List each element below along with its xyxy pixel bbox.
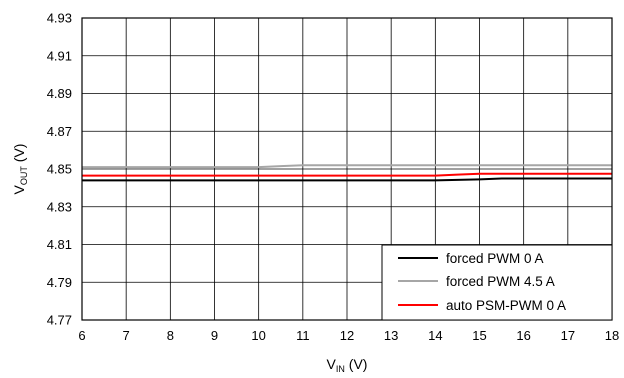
x-tick-label: 8 [167,328,174,343]
x-tick-label: 6 [78,328,85,343]
series-line-0 [82,177,612,182]
y-tick-label: 4.93 [47,11,72,26]
y-tick-label: 4.83 [47,199,72,214]
y-tick-label: 4.81 [47,237,72,252]
y-axis-label-main: V [11,184,27,194]
x-tick-label: 10 [251,328,265,343]
series-line-1 [82,164,612,169]
x-tick-label: 11 [296,328,310,343]
y-tick-label: 4.91 [47,48,72,63]
y-axis-label: VOUT (V) [11,144,29,195]
legend: forced PWM 0 A forced PWM 4.5 A auto PSM… [381,244,613,321]
x-axis-label-sub: IN [336,364,345,373]
legend-label-forced-pwm-0a: forced PWM 0 A [446,251,544,266]
y-axis-label-unit: (V) [11,144,27,167]
series-line-2 [82,172,612,177]
legend-label-forced-pwm-4-5a: forced PWM 4.5 A [446,274,555,289]
x-axis-label-unit: (V) [345,356,368,372]
y-tick-label: 4.87 [47,124,72,139]
plot-frame [81,17,613,321]
y-tick-label: 4.79 [47,275,72,290]
y-axis-label-sub: OUT [19,166,29,186]
x-tick-label: 7 [123,328,130,343]
x-axis-label-main: V [327,356,337,372]
y-tick-label: 4.89 [47,86,72,101]
y-tick-labels: 4.77 4.79 4.81 4.83 4.85 4.87 4.89 4.91 4.93 [47,11,72,328]
y-tick-label: 4.77 [47,313,72,328]
x-tick-label: 12 [340,328,354,343]
x-tick-label: 15 [472,328,486,343]
x-tick-label: 17 [561,328,575,343]
x-tick-label: 18 [605,328,619,343]
x-tick-label: 9 [211,328,218,343]
x-tick-label: 16 [516,328,530,343]
x-tick-label: 13 [384,328,398,343]
y-tick-label: 4.85 [47,162,72,177]
x-tick-label: 14 [428,328,442,343]
series-lines [82,164,612,182]
legend-label-auto-psm-pwm-0a: auto PSM-PWM 0 A [446,298,566,313]
x-tick-labels: 6 7 8 9 10 11 12 13 14 15 16 17 18 [78,328,619,343]
x-axis-label: VIN (V) [327,356,368,373]
